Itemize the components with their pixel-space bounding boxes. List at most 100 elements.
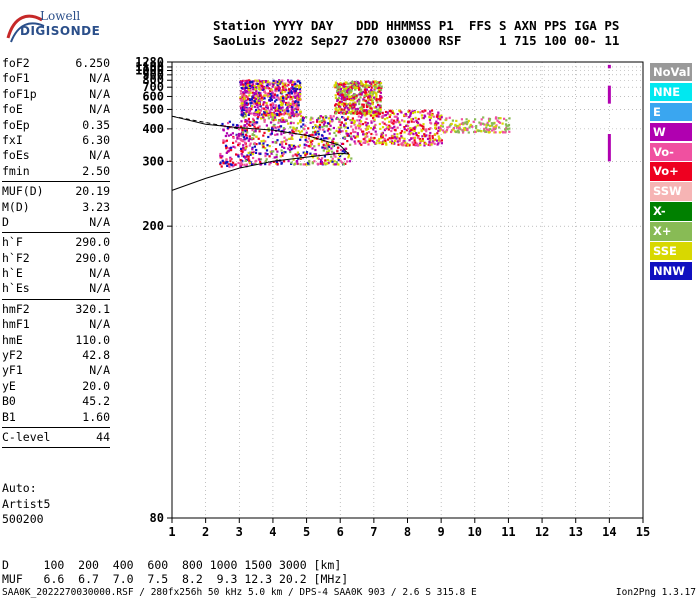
echo-point bbox=[418, 138, 421, 141]
echo-point bbox=[365, 112, 368, 115]
echo-point bbox=[245, 137, 248, 140]
echo-point bbox=[414, 141, 417, 144]
echo-point bbox=[335, 143, 338, 146]
echo-point bbox=[506, 128, 509, 131]
echo-point bbox=[278, 104, 281, 107]
echo-point bbox=[242, 79, 245, 82]
echo-point bbox=[359, 128, 362, 131]
echo-point bbox=[326, 129, 329, 132]
echo-point bbox=[351, 80, 354, 83]
echo-point bbox=[356, 86, 359, 90]
echo-point bbox=[353, 120, 356, 123]
param-value: 2.50 bbox=[82, 163, 110, 178]
echo-point bbox=[236, 137, 239, 140]
echo-point bbox=[284, 110, 287, 113]
echo-point bbox=[254, 92, 257, 95]
echo-point bbox=[303, 146, 306, 149]
echo-point bbox=[332, 144, 336, 147]
echo-point bbox=[242, 108, 245, 112]
echo-point bbox=[253, 125, 256, 128]
echo-point bbox=[278, 79, 281, 82]
echo-point bbox=[344, 147, 347, 150]
echo-point bbox=[490, 122, 493, 125]
echo-point bbox=[336, 98, 339, 101]
echo-point bbox=[283, 136, 286, 139]
echo-point bbox=[279, 125, 283, 128]
echo-point bbox=[265, 124, 268, 127]
echo-point bbox=[462, 129, 465, 132]
echo-point bbox=[252, 88, 255, 91]
echo-point bbox=[267, 93, 270, 96]
echo-point bbox=[271, 141, 274, 144]
echo-point bbox=[332, 151, 335, 154]
echo-point bbox=[402, 141, 405, 144]
echo-point bbox=[480, 118, 483, 121]
echo-point bbox=[405, 129, 408, 132]
echo-point bbox=[251, 100, 254, 103]
echo-point bbox=[421, 116, 424, 120]
echo-point bbox=[469, 125, 472, 128]
echo-point bbox=[239, 83, 242, 86]
echo-point bbox=[299, 119, 302, 122]
echo-point bbox=[439, 118, 442, 121]
echo-point bbox=[294, 145, 297, 149]
echo-point bbox=[483, 129, 486, 132]
echo-point bbox=[259, 109, 263, 112]
echo-point bbox=[384, 134, 387, 137]
logo-line-1: Lowell bbox=[40, 9, 81, 23]
echo-point bbox=[288, 137, 291, 140]
echo-point bbox=[244, 148, 247, 151]
echo-point bbox=[438, 115, 441, 118]
echo-point bbox=[335, 108, 338, 112]
echo-point bbox=[349, 135, 352, 138]
echo-point bbox=[373, 106, 376, 109]
echo-point bbox=[370, 111, 373, 114]
echo-point bbox=[314, 124, 317, 127]
echo-point bbox=[349, 132, 352, 135]
echo-point bbox=[454, 130, 458, 134]
echo-point bbox=[328, 149, 331, 152]
param-row: h`F2 290.0 bbox=[2, 251, 110, 266]
y-tick-label: 300 bbox=[142, 154, 164, 168]
echo-point bbox=[299, 86, 302, 89]
echo-point bbox=[279, 99, 283, 102]
echo-point bbox=[329, 128, 332, 131]
echo-point bbox=[274, 133, 277, 136]
echo-point bbox=[274, 86, 277, 89]
echo-point bbox=[252, 117, 255, 120]
echo-point bbox=[289, 122, 292, 125]
echo-point bbox=[376, 108, 379, 111]
echo-point bbox=[346, 134, 349, 137]
x-tick-label: 7 bbox=[370, 525, 377, 539]
echo-point bbox=[335, 129, 338, 132]
echo-point bbox=[269, 161, 272, 164]
echo-point bbox=[229, 160, 232, 163]
echo-point bbox=[380, 86, 383, 89]
echo-point bbox=[323, 147, 326, 150]
echo-point bbox=[278, 86, 281, 89]
echo-point bbox=[254, 151, 258, 154]
echo-point bbox=[239, 163, 242, 166]
x-tick-label: 8 bbox=[404, 525, 411, 539]
echo-point bbox=[363, 96, 366, 99]
echo-point bbox=[333, 85, 336, 88]
echo-point bbox=[395, 137, 398, 140]
echo-point bbox=[352, 99, 355, 102]
echo-point bbox=[377, 98, 380, 101]
echo-point bbox=[292, 83, 296, 86]
echo-point bbox=[247, 119, 250, 122]
echo-point bbox=[371, 101, 374, 105]
echo-point bbox=[466, 127, 469, 130]
echo-point bbox=[348, 98, 351, 101]
echo-point bbox=[242, 146, 245, 149]
echo-point bbox=[254, 79, 257, 82]
echo-point bbox=[373, 125, 376, 128]
echo-point bbox=[450, 122, 453, 125]
echo-point bbox=[288, 148, 291, 152]
echo-point bbox=[464, 126, 467, 130]
echo-point bbox=[342, 163, 345, 166]
echo-point bbox=[319, 162, 322, 165]
echo-point bbox=[299, 163, 302, 166]
echo-point bbox=[264, 147, 267, 150]
echo-point bbox=[257, 115, 260, 119]
